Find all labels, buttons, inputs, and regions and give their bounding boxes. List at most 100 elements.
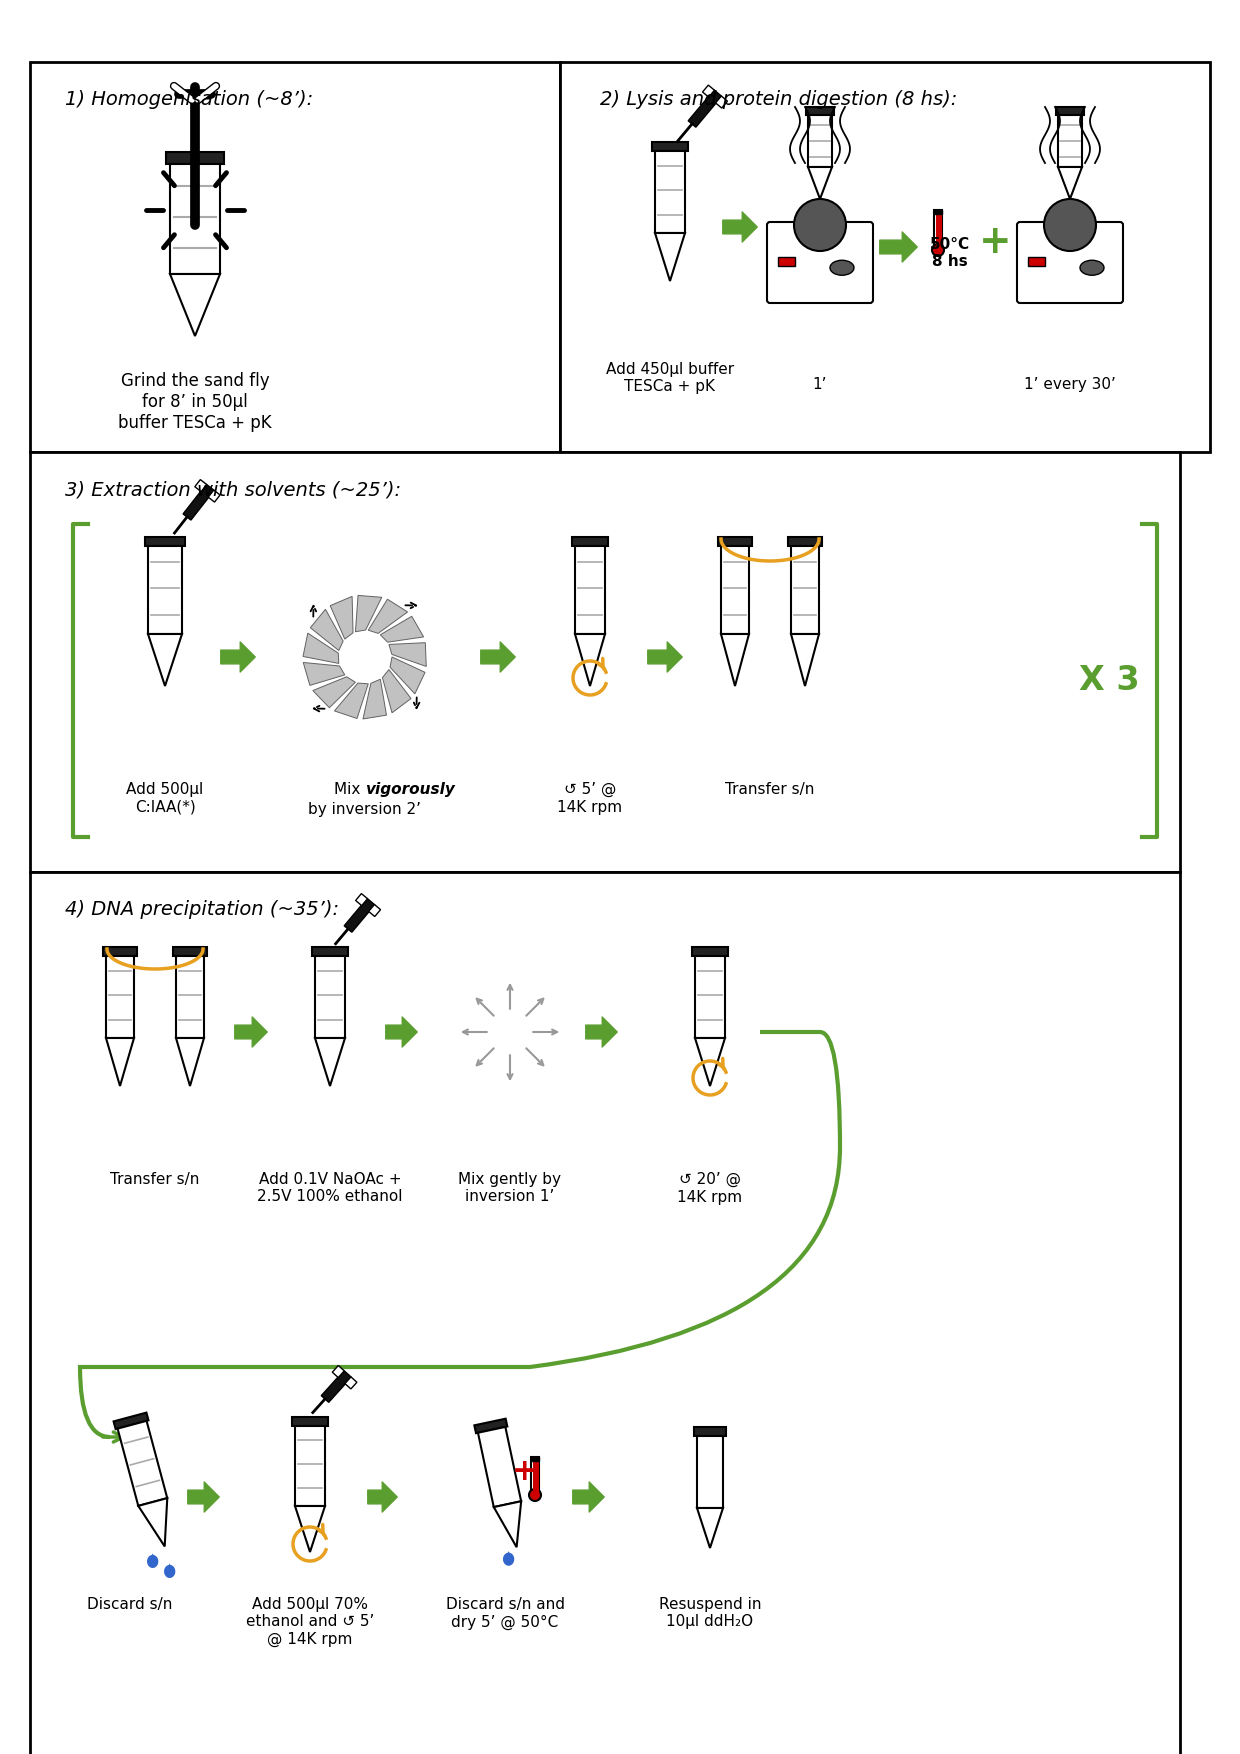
Polygon shape bbox=[139, 1498, 167, 1547]
Polygon shape bbox=[295, 1507, 325, 1552]
Polygon shape bbox=[312, 677, 356, 707]
Bar bbox=[655, 151, 684, 233]
Bar bbox=[315, 956, 345, 1038]
Bar bbox=[560, 61, 1210, 453]
Bar bbox=[30, 61, 560, 453]
Text: ↺ 5’ @
14K rpm: ↺ 5’ @ 14K rpm bbox=[558, 782, 622, 814]
Text: ↺ 20’ @
14K rpm: ↺ 20’ @ 14K rpm bbox=[677, 1172, 743, 1205]
Polygon shape bbox=[368, 600, 408, 633]
Polygon shape bbox=[310, 609, 343, 651]
Circle shape bbox=[932, 244, 944, 256]
Polygon shape bbox=[208, 489, 219, 502]
Bar bbox=[30, 872, 1180, 1754]
Polygon shape bbox=[575, 633, 605, 686]
Polygon shape bbox=[345, 1377, 357, 1389]
Bar bbox=[934, 210, 942, 214]
Polygon shape bbox=[506, 1551, 511, 1558]
Text: 4) DNA precipitation (~35’):: 4) DNA precipitation (~35’): bbox=[64, 900, 339, 919]
Bar bbox=[148, 545, 182, 633]
Text: by inversion 2’: by inversion 2’ bbox=[309, 802, 422, 817]
Bar bbox=[166, 153, 224, 165]
FancyBboxPatch shape bbox=[768, 223, 873, 303]
Bar bbox=[174, 947, 207, 956]
Bar bbox=[105, 956, 134, 1038]
Polygon shape bbox=[655, 233, 684, 281]
Bar bbox=[808, 116, 832, 167]
Polygon shape bbox=[715, 96, 728, 109]
Text: Resuspend in
10µl ddH₂O: Resuspend in 10µl ddH₂O bbox=[658, 1596, 761, 1629]
Polygon shape bbox=[503, 1554, 513, 1565]
Bar bbox=[170, 165, 219, 274]
Bar bbox=[934, 210, 942, 253]
Text: Add 500µl 70%
ethanol and ↺ 5’
@ 14K rpm: Add 500µl 70% ethanol and ↺ 5’ @ 14K rpm bbox=[246, 1596, 374, 1647]
Bar bbox=[118, 1421, 167, 1507]
Bar bbox=[694, 956, 725, 1038]
Bar bbox=[475, 1419, 507, 1433]
Text: 1’: 1’ bbox=[812, 377, 827, 391]
Polygon shape bbox=[148, 633, 182, 686]
Text: Mix: Mix bbox=[334, 782, 365, 796]
Ellipse shape bbox=[1080, 260, 1104, 275]
Polygon shape bbox=[356, 595, 382, 631]
Text: Discard s/n and
dry 5’ @ 50°C: Discard s/n and dry 5’ @ 50°C bbox=[445, 1596, 564, 1629]
Text: X 3: X 3 bbox=[1079, 663, 1140, 696]
Bar bbox=[145, 537, 185, 545]
Bar bbox=[531, 1458, 539, 1496]
Text: 1’ every 30’: 1’ every 30’ bbox=[1024, 377, 1116, 391]
Polygon shape bbox=[332, 1366, 345, 1377]
Polygon shape bbox=[176, 1038, 205, 1086]
Bar bbox=[720, 545, 749, 633]
Text: 3) Extraction with solvents (~25’):: 3) Extraction with solvents (~25’): bbox=[64, 481, 401, 498]
Text: +: + bbox=[978, 223, 1012, 261]
Text: 1) Homogenisation (~8’):: 1) Homogenisation (~8’): bbox=[64, 89, 314, 109]
Text: 2) Lysis and protein digestion (8 hs):: 2) Lysis and protein digestion (8 hs): bbox=[600, 89, 957, 109]
Text: Mix gently by
inversion 1’: Mix gently by inversion 1’ bbox=[459, 1172, 562, 1205]
Bar bbox=[787, 537, 822, 545]
Text: Add 450µl buffer
TESCa + pK: Add 450µl buffer TESCa + pK bbox=[606, 361, 734, 395]
Text: Grind the sand fly
for 8’ in 50µl
buffer TESCa + pK: Grind the sand fly for 8’ in 50µl buffer… bbox=[118, 372, 272, 431]
Bar bbox=[652, 142, 688, 151]
Polygon shape bbox=[494, 1501, 521, 1547]
Polygon shape bbox=[335, 682, 368, 719]
Bar bbox=[777, 256, 795, 265]
Polygon shape bbox=[304, 663, 345, 686]
Polygon shape bbox=[170, 274, 219, 337]
Circle shape bbox=[794, 198, 846, 251]
Bar bbox=[806, 107, 835, 116]
Bar bbox=[697, 1437, 723, 1508]
Bar bbox=[532, 1458, 538, 1496]
Text: vigorously: vigorously bbox=[365, 782, 455, 796]
Circle shape bbox=[1044, 198, 1096, 251]
Polygon shape bbox=[105, 1038, 134, 1086]
Polygon shape bbox=[167, 1563, 172, 1570]
Polygon shape bbox=[363, 679, 387, 719]
Bar bbox=[718, 537, 751, 545]
Bar bbox=[531, 1458, 539, 1461]
Polygon shape bbox=[195, 479, 207, 491]
Bar bbox=[1058, 116, 1083, 167]
Polygon shape bbox=[703, 86, 714, 96]
Ellipse shape bbox=[830, 260, 854, 275]
Polygon shape bbox=[148, 1556, 157, 1568]
Text: Transfer s/n: Transfer s/n bbox=[725, 782, 815, 796]
Polygon shape bbox=[165, 1566, 175, 1577]
Bar bbox=[1056, 107, 1084, 116]
Polygon shape bbox=[321, 1370, 351, 1403]
Bar bbox=[312, 947, 348, 956]
Polygon shape bbox=[150, 1554, 155, 1559]
Text: 50°C
8 hs: 50°C 8 hs bbox=[930, 237, 970, 270]
Bar bbox=[295, 1426, 325, 1507]
Text: Discard s/n: Discard s/n bbox=[87, 1596, 172, 1612]
Polygon shape bbox=[368, 905, 381, 917]
Polygon shape bbox=[688, 89, 722, 128]
Polygon shape bbox=[382, 670, 412, 712]
Polygon shape bbox=[303, 633, 339, 663]
Polygon shape bbox=[389, 642, 427, 667]
Text: +: + bbox=[512, 1458, 538, 1486]
Circle shape bbox=[529, 1489, 541, 1501]
Bar bbox=[176, 956, 205, 1038]
Bar bbox=[30, 453, 1180, 872]
Bar bbox=[694, 1428, 725, 1437]
FancyBboxPatch shape bbox=[1017, 223, 1123, 303]
Polygon shape bbox=[330, 596, 353, 638]
